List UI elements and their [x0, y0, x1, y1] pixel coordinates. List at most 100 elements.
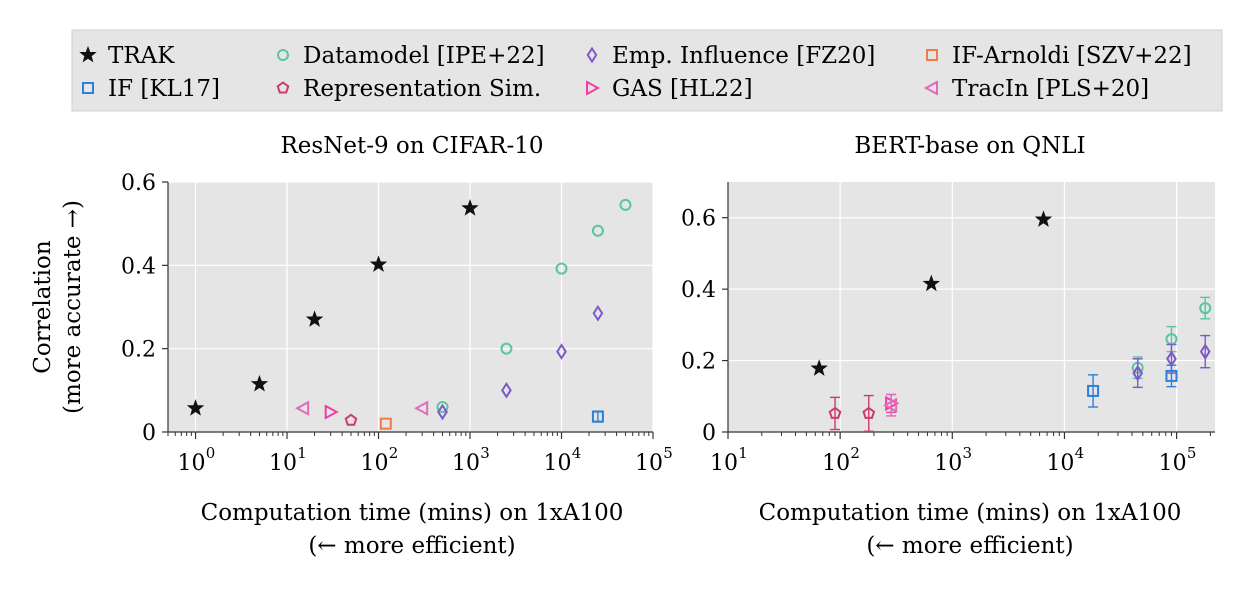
data-point [324, 404, 339, 420]
chart-right-title: BERT-base on QNLI [854, 133, 1085, 159]
y-tick-label: 0.2 [121, 338, 156, 363]
x-tick-label: 10 [544, 451, 572, 476]
x-tick-exponent: 5 [663, 444, 673, 462]
legend-item: TracIn [PLS+20] [923, 76, 1149, 102]
legend-item: GAS [HL22] [586, 76, 753, 102]
x-tick-exponent: 3 [963, 444, 973, 462]
data-point [619, 198, 632, 211]
data-point [556, 343, 567, 360]
series [436, 198, 632, 413]
data-point [369, 255, 388, 272]
legend-label: TracIn [PLS+20] [952, 76, 1149, 102]
chart-left-ylabel: Correlation [30, 240, 56, 374]
chart-left: ResNet-9 on CIFAR-10 10 0 10 1 10 2 10 3 10 4 10 50… [30, 133, 673, 559]
legend-label: TRAK [108, 43, 175, 69]
x-tick-exponent: 0 [206, 444, 216, 462]
data-point [592, 304, 604, 322]
legend-label: Datamodel [IPE+22] [303, 43, 545, 69]
data-point [379, 417, 392, 430]
legend-item: Datamodel [IPE+22] [277, 43, 545, 69]
chart-left-marks [186, 198, 632, 430]
chart-left-grid [168, 181, 654, 433]
chart-right: BERT-base on QNLI 10 1 10 2 10 3 10 4 10 500.20.4… [681, 133, 1215, 559]
legend: TRAK Datamodel [IPE+22] Emp. Influence [FZ… [79, 43, 1192, 102]
data-point [1199, 302, 1212, 315]
x-tick-exponent: 5 [1187, 444, 1197, 462]
data-point [1034, 210, 1053, 227]
x-tick-exponent: 3 [480, 444, 490, 462]
x-tick-label: 10 [178, 451, 206, 476]
legend-label: IF-Arnoldi [SZV+22] [952, 43, 1192, 69]
data-point [295, 400, 310, 416]
legend-item: IF-Arnoldi [SZV+22] [926, 43, 1192, 69]
chart-left-axes: 10 0 10 1 10 2 10 3 10 4 10 500.20.40.6 [121, 171, 673, 476]
x-tick-label: 10 [269, 451, 297, 476]
chart-left-title: ResNet-9 on CIFAR-10 [280, 133, 543, 159]
data-point [591, 224, 604, 237]
chart-left-xlabel-sub: (← more efficient) [308, 533, 515, 559]
y-tick-label: 0.4 [681, 278, 716, 303]
x-tick-exponent: 2 [389, 444, 399, 462]
data-point [828, 406, 842, 419]
data-point [414, 400, 429, 416]
y-tick-label: 0.6 [121, 171, 156, 196]
legend-triangle-left-icon [923, 80, 938, 96]
legend-item: Representation Sim. [276, 76, 541, 102]
data-point [437, 403, 448, 421]
x-tick-label: 10 [934, 451, 962, 476]
legend-label: Emp. Influence [FZ20] [612, 43, 875, 69]
y-tick-label: 0.2 [681, 350, 716, 375]
x-tick-exponent: 4 [572, 444, 582, 462]
data-point [436, 401, 449, 413]
legend-triangle-right-icon [586, 80, 601, 96]
series [828, 394, 876, 432]
data-point [591, 410, 604, 423]
x-tick-label: 10 [635, 451, 663, 476]
chart-right-plot-area [728, 182, 1215, 432]
x-tick-exponent: 4 [1075, 444, 1085, 462]
data-point [883, 397, 898, 413]
chart-left-plot-area [168, 182, 653, 432]
data-point [250, 374, 269, 392]
y-tick-label: 0.6 [681, 207, 716, 232]
data-point [1199, 343, 1211, 360]
data-point [461, 199, 479, 216]
legend-item: Emp. Influence [FZ20] [586, 43, 875, 69]
data-point [500, 342, 513, 355]
x-tick-label: 10 [1159, 451, 1187, 476]
data-point [305, 310, 324, 327]
legend-label: GAS [HL22] [612, 76, 753, 102]
legend-diamond-icon [586, 46, 598, 64]
chart-right-xlabel: Computation time (mins) on 1xA100 [759, 500, 1182, 526]
legend-pentagon-icon [276, 81, 290, 94]
series [186, 199, 479, 416]
legend-circle-icon [277, 49, 289, 61]
series [591, 410, 604, 423]
series [344, 413, 358, 426]
legend-star-icon [79, 45, 97, 63]
x-tick-label: 10 [1046, 451, 1074, 476]
legend-label: IF [KL17] [108, 76, 220, 102]
y-tick-label: 0 [142, 421, 156, 446]
x-tick-exponent: 1 [297, 444, 307, 462]
legend-label: Representation Sim. [303, 76, 541, 102]
data-point [810, 359, 828, 376]
x-tick-label: 10 [710, 451, 738, 476]
chart-right-marks [810, 210, 1212, 432]
legend-square-icon [926, 49, 938, 61]
series [379, 417, 392, 430]
legend-square-icon [82, 82, 94, 94]
chart-right-axes: 10 1 10 2 10 3 10 4 10 500.20.40.6 [681, 182, 1215, 476]
data-point [555, 262, 568, 275]
x-tick-exponent: 1 [738, 444, 748, 462]
series [295, 400, 429, 416]
data-point [1132, 364, 1144, 382]
legend-box [71, 29, 1223, 112]
data-point [1087, 384, 1100, 397]
x-tick-label: 10 [361, 451, 389, 476]
data-point [922, 274, 941, 292]
x-tick-label: 10 [452, 451, 480, 476]
series [324, 404, 339, 420]
legend-item: TRAK [79, 43, 175, 69]
